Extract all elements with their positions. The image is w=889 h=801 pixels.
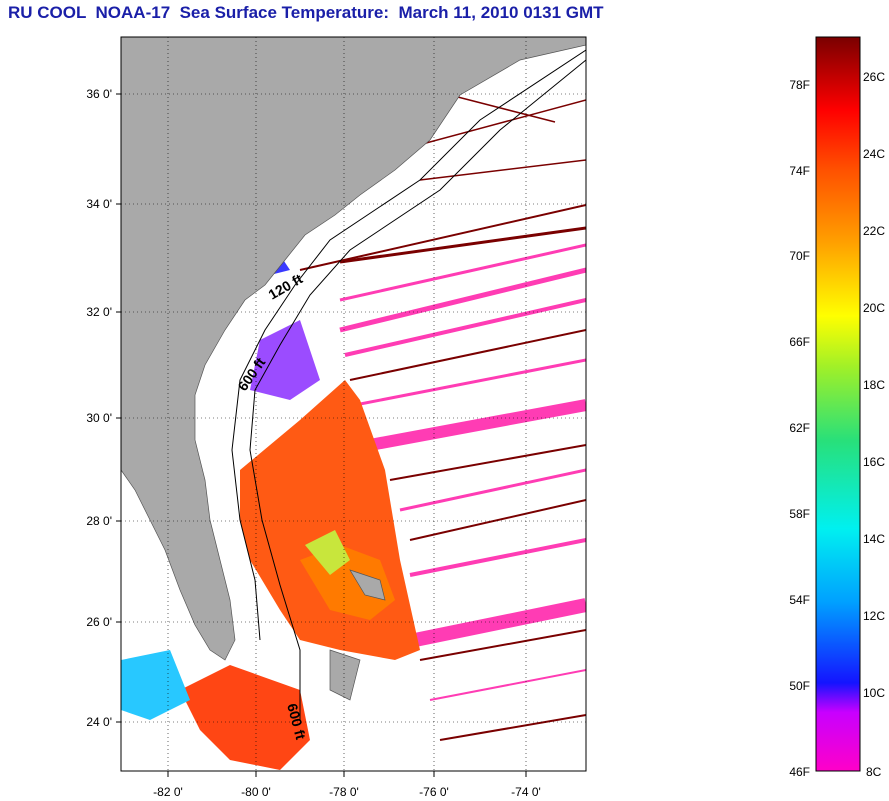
colorbar-f-62: 62F <box>789 421 810 435</box>
lat-label-28: 28 0' <box>86 514 112 528</box>
colorbar-f-54: 54F <box>789 593 810 607</box>
colorbar-f-58: 58F <box>789 507 810 521</box>
lat-label-32: 32 0' <box>86 305 112 319</box>
isobath-120ft <box>231 49 586 641</box>
lat-label-24: 24 0' <box>86 715 112 729</box>
lon-label-80: -80 0' <box>241 785 271 799</box>
colorbar-c-8: 8C <box>866 765 882 779</box>
colorbar-c-10: 10C <box>863 686 885 700</box>
colorbar-f-74: 74F <box>789 164 810 178</box>
colorbar-c-labels: 26C 24C 22C 20C 18C 16C 14C 12C 10C 8C <box>863 70 885 779</box>
colorbar-f-50: 50F <box>789 679 810 693</box>
colorbar-f-46: 46F <box>789 765 810 779</box>
colorbar-f-66: 66F <box>789 335 810 349</box>
colorbar-c-12: 12C <box>863 609 885 623</box>
lat-label-36: 36 0' <box>86 87 112 101</box>
graticule <box>121 37 586 771</box>
land-mass <box>121 37 586 661</box>
colorbar-f-78: 78F <box>789 78 810 92</box>
colorbar-f-labels: 78F 74F 70F 66F 62F 58F 54F 50F 46F <box>789 78 810 779</box>
colorbar-c-22: 22C <box>863 224 885 238</box>
lon-label-74: -74 0' <box>511 785 541 799</box>
lon-label-78: -78 0' <box>329 785 359 799</box>
lon-label-76: -76 0' <box>419 785 449 799</box>
colorbar-c-14: 14C <box>863 532 885 546</box>
lat-label-26: 26 0' <box>86 615 112 629</box>
swath-streaks <box>299 94 586 741</box>
map-title: RU COOL NOAA-17 Sea Surface Temperature:… <box>8 3 604 22</box>
colorbar-c-16: 16C <box>863 455 885 469</box>
colorbar-c-20: 20C <box>863 301 885 315</box>
lat-label-34: 34 0' <box>86 197 112 211</box>
colorbar-c-18: 18C <box>863 378 885 392</box>
colorbar-c-26: 26C <box>863 70 885 84</box>
map-frame <box>120 36 587 772</box>
isobath-600ft <box>249 59 586 720</box>
colorbar-f-70: 70F <box>789 249 810 263</box>
colorbar <box>815 36 861 772</box>
lat-label-30: 30 0' <box>86 411 112 425</box>
axis-ticks <box>116 93 527 777</box>
colorbar-c-24: 24C <box>863 147 885 161</box>
lon-label-82: -82 0' <box>153 785 183 799</box>
